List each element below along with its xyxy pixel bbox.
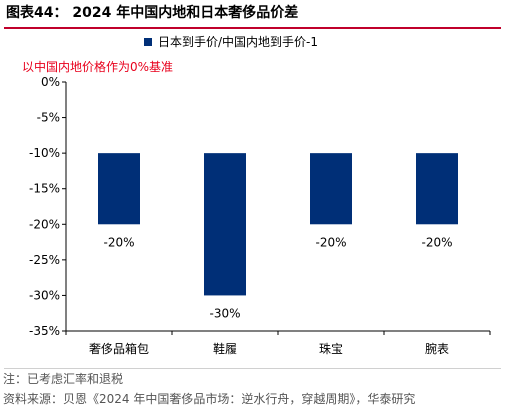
y-tick-label: -5% [37, 111, 60, 125]
y-tick-label: -20% [29, 217, 60, 231]
y-axis: 0% -5% -10% -15% -20% -25% -30% -35% [29, 75, 67, 338]
figure-title: 图表44： 2024 年中国内地和日本奢侈品价差 [6, 5, 299, 21]
footnote: 注：已考虑汇率和退税 [3, 372, 124, 386]
x-tick-label: 珠宝 [319, 342, 343, 356]
x-tick-label: 鞋履 [213, 341, 237, 356]
source-note: 资料来源：贝恩《2024 年中国奢侈品市场：逆水行舟，穿越周期》，华泰研究 [3, 392, 416, 406]
x-tick-label: 奢侈品箱包 [89, 341, 149, 356]
y-tick-label: -15% [29, 182, 60, 196]
y-tick-label: 0% [41, 75, 60, 89]
bar [98, 153, 140, 225]
bar-series: -20% -30% -20% -20% [98, 153, 458, 320]
data-label: -20% [103, 235, 134, 249]
data-label: -30% [209, 306, 240, 320]
x-tick-label: 腕表 [425, 341, 449, 356]
data-label: -20% [315, 235, 346, 249]
x-axis: 奢侈品箱包 鞋履 珠宝 腕表 [65, 330, 491, 356]
baseline-annotation: 以中国内地价格作为0%基准 [22, 59, 173, 74]
y-tick-label: -30% [29, 288, 60, 302]
y-tick-label: -35% [29, 324, 60, 338]
bar [310, 153, 352, 225]
title-divider [4, 27, 501, 29]
legend-swatch [144, 38, 152, 46]
y-tick-label: -25% [29, 253, 60, 267]
data-label: -20% [421, 235, 452, 249]
legend-label: 日本到手价/中国内地到手价-1 [158, 34, 318, 49]
bar [204, 153, 246, 296]
footer-divider [4, 368, 501, 369]
chart-legend: 日本到手价/中国内地到手价-1 [144, 34, 318, 49]
bar [416, 153, 458, 225]
y-tick-label: -10% [29, 146, 60, 160]
